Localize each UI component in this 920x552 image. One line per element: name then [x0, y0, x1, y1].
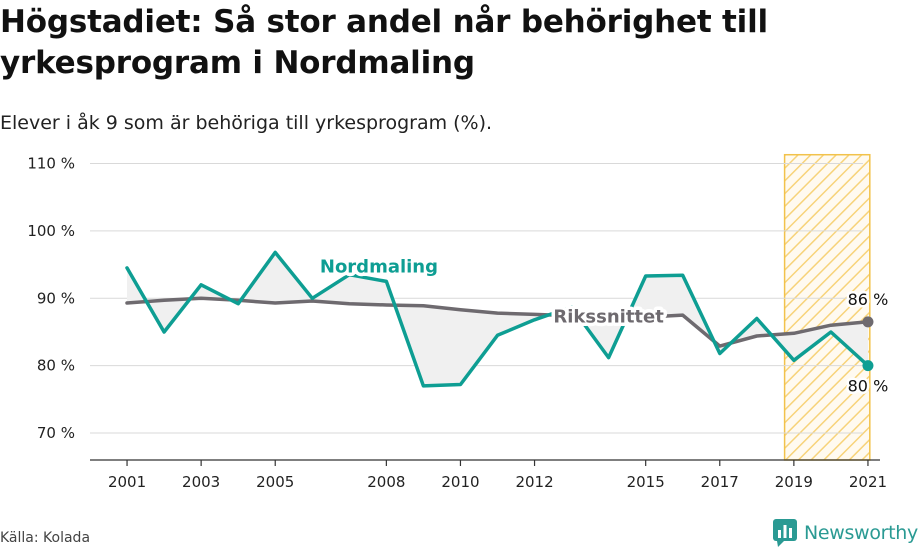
source-note: Källa: Kolada [0, 530, 91, 546]
y-tick-label: 100 % [27, 222, 75, 240]
series-label-nordmaling: Nordmaling [320, 257, 438, 278]
x-tick-label: 2017 [701, 473, 739, 491]
x-tick-label: 2005 [256, 473, 294, 491]
y-tick-label: 90 % [37, 289, 75, 307]
brand-name: Newsworthy [803, 522, 918, 544]
chart-title: Högstadiet: Så stor andel når behörighet… [0, 4, 768, 81]
line-chart: 70 % 80 % 90 % 100 % 110 % 2001 2003 2005 2008 20… [27, 153, 891, 491]
newsworthy-logo-icon [772, 519, 797, 547]
brand-logo: Newsworthy [772, 518, 918, 548]
x-tick-label: 2015 [627, 473, 665, 491]
x-tick-label: 2019 [775, 473, 813, 491]
x-tick-label: 2003 [182, 473, 220, 491]
x-tick-label: 2012 [515, 473, 553, 491]
series-label-rikssnittet: Rikssnittet [553, 306, 664, 327]
x-tick-label: 2008 [367, 473, 405, 491]
end-label-nordmaling: 80 % [848, 377, 889, 396]
chart-subtitle: Elever i åk 9 som är behöriga till yrkes… [0, 112, 493, 134]
x-tick-label: 2021 [849, 473, 887, 491]
y-tick-label: 80 % [37, 357, 75, 375]
end-label-rikssnittet: 86 % [848, 290, 889, 309]
y-tick-label: 110 % [27, 154, 75, 172]
x-tick-label: 2010 [441, 473, 479, 491]
end-point-nordmaling [862, 360, 874, 372]
x-tick-label: 2001 [108, 473, 146, 491]
area-between-series [127, 252, 868, 386]
end-point-rikssnittet [862, 316, 874, 328]
series-line-nordmaling [125, 250, 870, 388]
highlight-band [783, 153, 871, 461]
series-line-rikssnittet [125, 296, 870, 348]
y-tick-label: 70 % [37, 424, 75, 442]
